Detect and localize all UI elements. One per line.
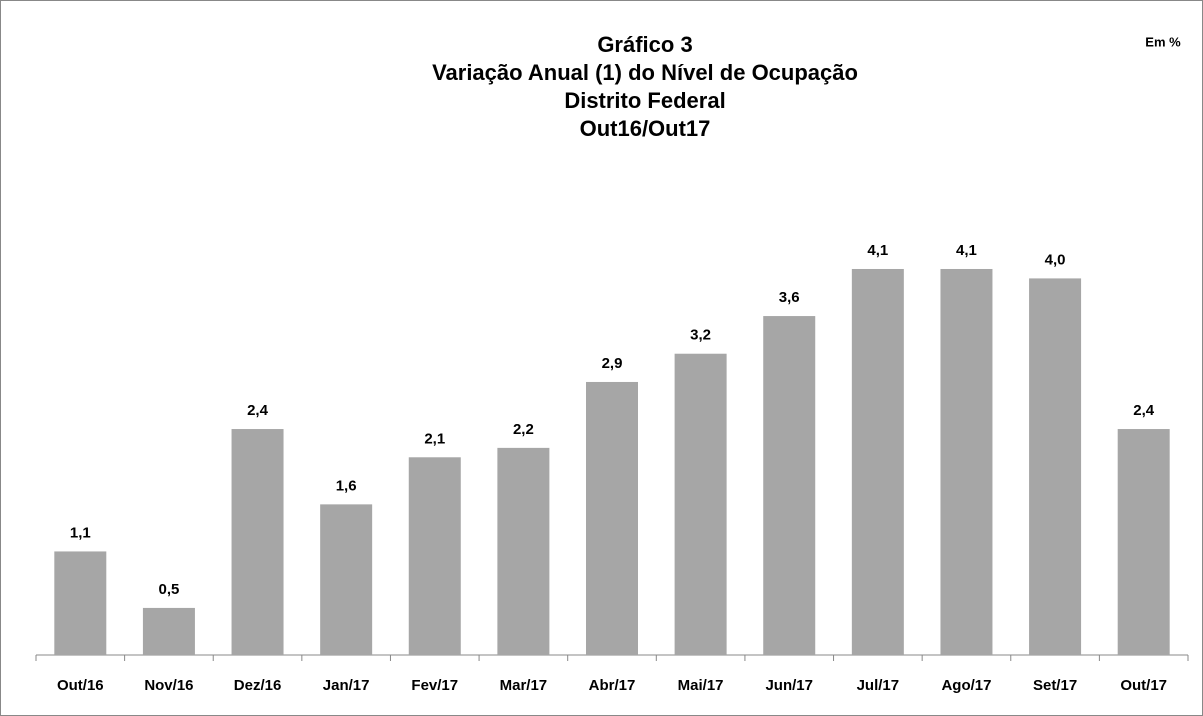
data-label: 2,4: [247, 402, 269, 419]
data-label: 4,1: [867, 242, 888, 259]
x-tick-label: Out/16: [57, 677, 104, 694]
data-label: 2,9: [602, 355, 623, 372]
chart-title: Gráfico 3: [597, 32, 692, 57]
data-label: 1,6: [336, 477, 357, 494]
data-label: 2,4: [1133, 402, 1155, 419]
chart-title: Distrito Federal: [564, 88, 725, 113]
bar: [940, 268, 993, 655]
chart-title: Variação Anual (1) do Nível de Ocupação: [432, 60, 858, 85]
data-label: 4,0: [1045, 251, 1066, 268]
bar: [586, 381, 638, 655]
x-tick-label: Nov/16: [144, 677, 193, 694]
x-tick-label: Mai/17: [678, 677, 724, 694]
data-label: 1,1: [70, 524, 91, 541]
bar: [408, 457, 461, 655]
x-tick-label: Jan/17: [323, 677, 370, 694]
x-tick-label: Dez/16: [234, 677, 282, 694]
x-tick-label: Fev/17: [411, 677, 458, 694]
data-label: 3,6: [779, 289, 800, 306]
bar: [54, 551, 107, 655]
x-tick-label: Jul/17: [857, 677, 900, 694]
x-tick-label: Abr/17: [589, 677, 636, 694]
data-label: 4,1: [956, 242, 977, 259]
chart-title: Out16/Out17: [580, 116, 711, 141]
data-label: 3,2: [690, 327, 711, 344]
bar: [851, 268, 904, 655]
x-tick-label: Ago/17: [941, 677, 991, 694]
bar: [497, 447, 550, 655]
data-label: 2,2: [513, 421, 534, 438]
bar: [674, 353, 727, 655]
bar: [320, 504, 373, 655]
unit-note: Em %: [1145, 34, 1181, 49]
x-tick-label: Mar/17: [500, 677, 548, 694]
bar: [1117, 429, 1170, 655]
data-label: 0,5: [158, 581, 179, 598]
x-tick-label: Jun/17: [765, 677, 813, 694]
bar: [763, 316, 816, 655]
x-tick-label: Out/17: [1120, 677, 1167, 694]
data-label: 2,1: [424, 430, 445, 447]
x-tick-label: Set/17: [1033, 677, 1077, 694]
bar: [231, 429, 284, 655]
bar: [1029, 278, 1082, 655]
bar: [142, 607, 195, 655]
